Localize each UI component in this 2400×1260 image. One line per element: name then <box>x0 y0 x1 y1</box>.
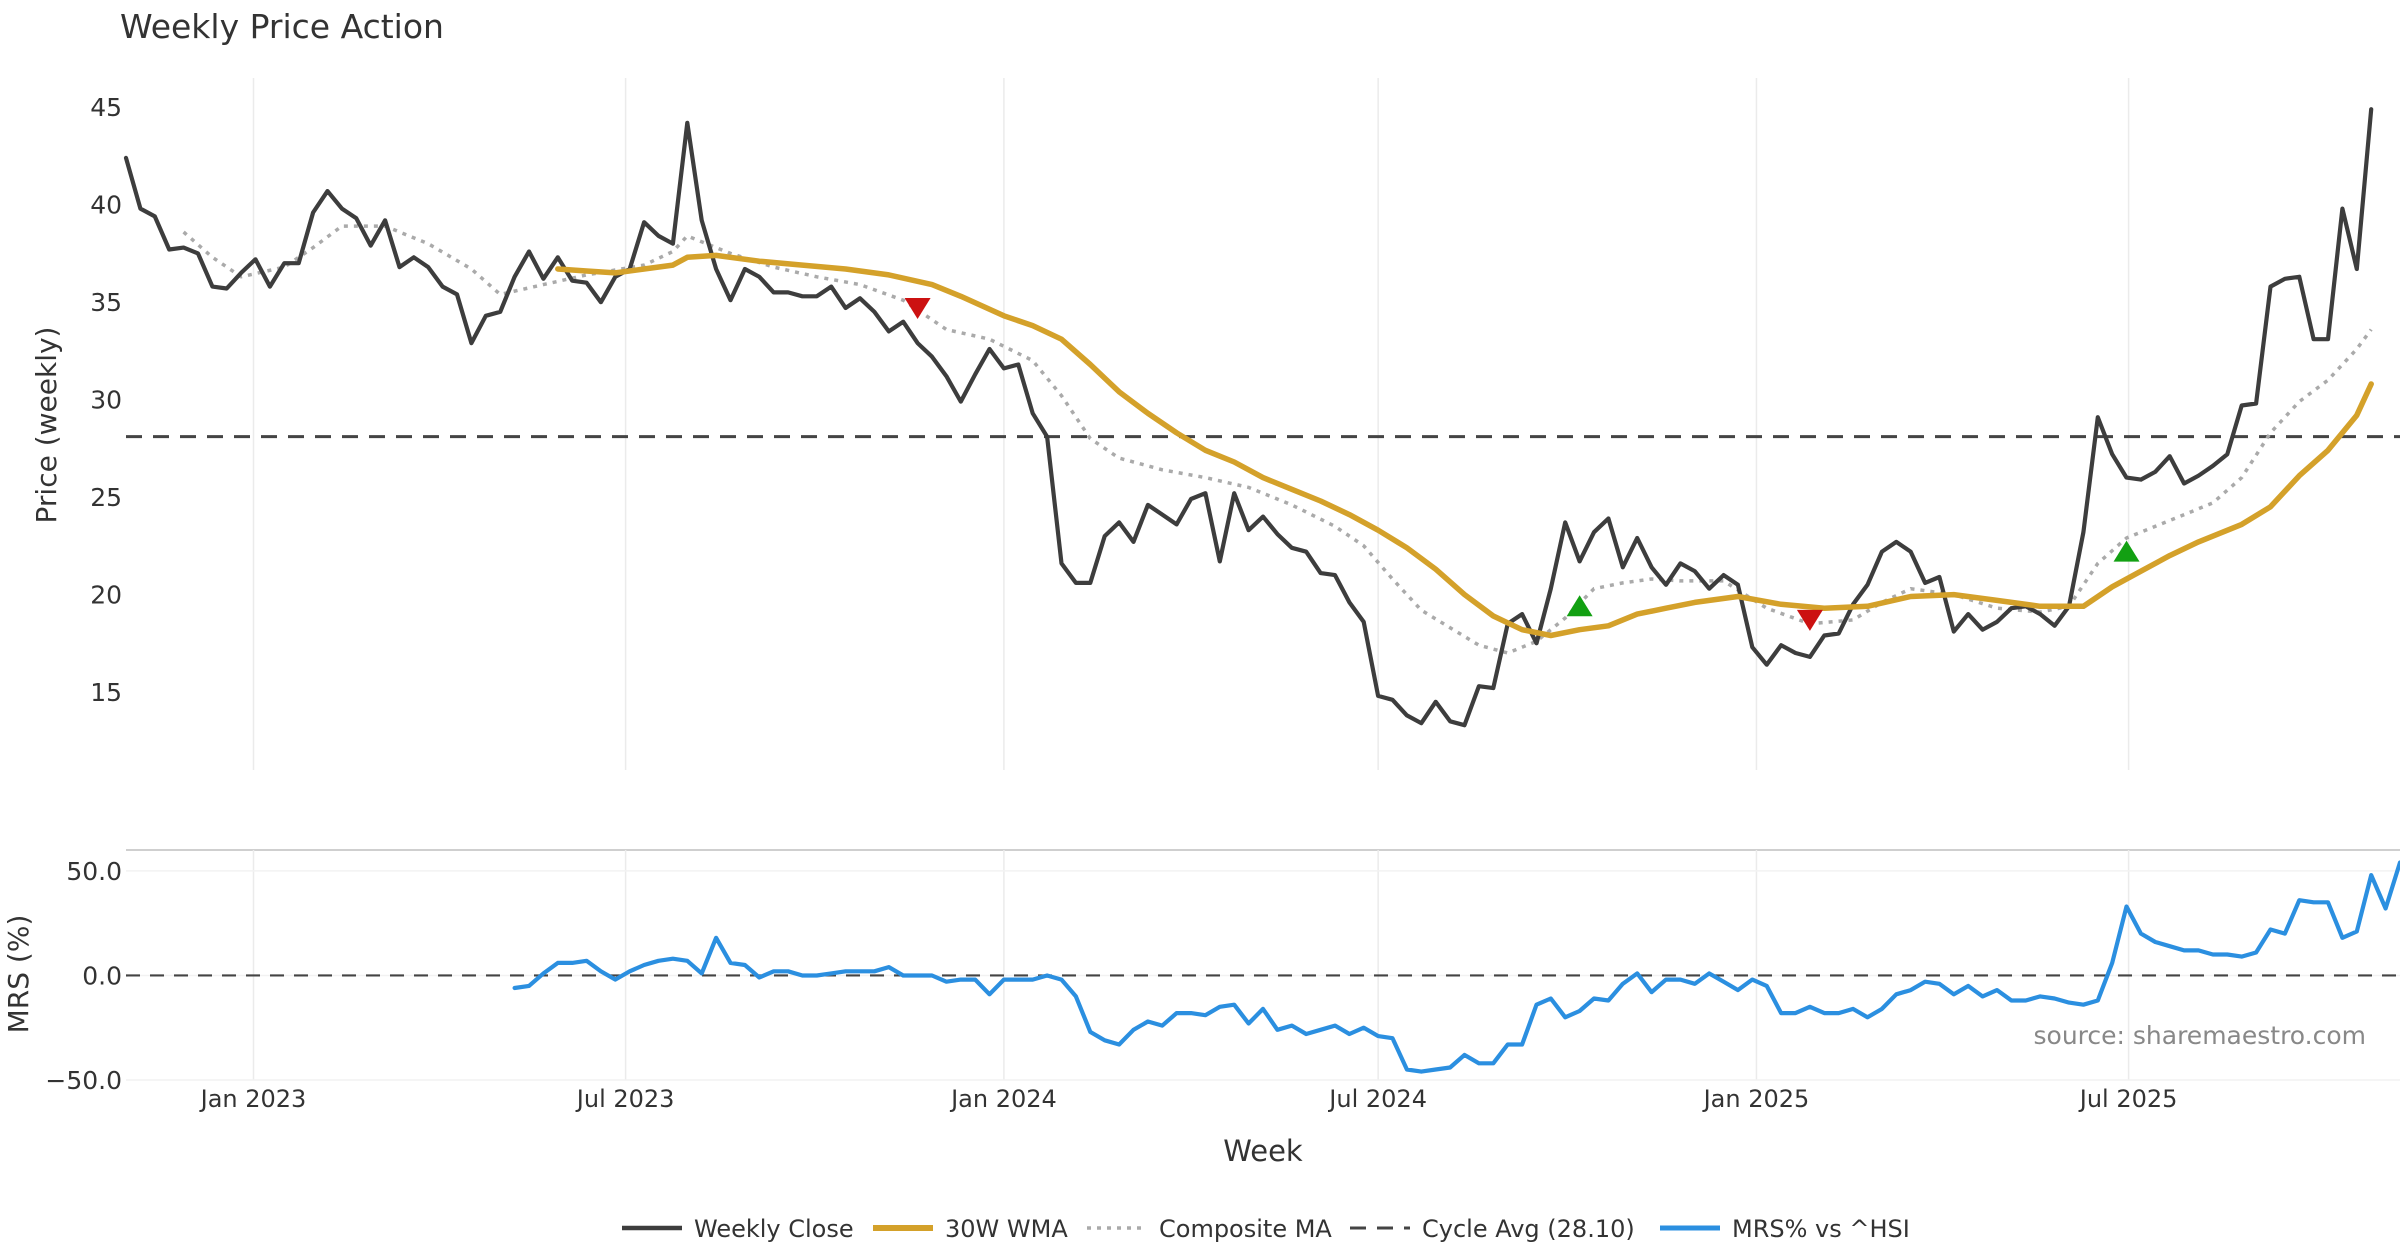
legend-label-composite-ma: Composite MA <box>1159 1215 1332 1243</box>
x-tick-label: Jul 2024 <box>1327 1085 1427 1113</box>
buy-signal-marker <box>2113 540 2140 562</box>
x-axis: Jan 2023 Jul 2023 Jan 2024 Jul 2024 Jan 2025… <box>199 1085 2178 1113</box>
legend: Weekly Close 30W WMA Composite MA Cycle Avg… <box>622 1215 1910 1243</box>
x-tick-label: Jan 2025 <box>1702 1085 1810 1113</box>
price-gridlines <box>252 78 2130 770</box>
legend-label-cycle-avg-28-10: Cycle Avg (28.10) <box>1422 1215 1635 1243</box>
mrs-panel: 50.0 0.0 −50.0 MRS (%) source: sharemaestr… <box>2 850 2400 1095</box>
price-y-tick-label: 35 <box>90 288 122 317</box>
price-y-tick-label: 45 <box>90 93 122 122</box>
series-composite-ma <box>182 224 2373 655</box>
sell-signal-marker <box>1796 609 1823 631</box>
legend-label-30w-wma: 30W WMA <box>945 1215 1068 1243</box>
mrs-y-tick-label: 0.0 <box>82 961 122 990</box>
price-series-lines <box>123 107 2400 728</box>
x-tick-label: Jan 2024 <box>949 1085 1057 1113</box>
mrs-y-tick-label: 50.0 <box>66 857 122 886</box>
price-y-axis-label: Price (weekly) <box>30 327 63 524</box>
price-y-tick-label: 20 <box>90 581 122 610</box>
mrs-y-axis: 50.0 0.0 −50.0 <box>45 857 122 1095</box>
signal-markers <box>904 298 2140 631</box>
price-y-axis: 15 20 25 30 35 40 45 <box>90 93 122 707</box>
price-y-tick-label: 15 <box>90 678 122 707</box>
x-tick-label: Jan 2023 <box>199 1085 307 1113</box>
x-tick-label: Jul 2025 <box>2078 1085 2178 1113</box>
price-y-tick-label: 40 <box>90 191 122 220</box>
series-mrs-vs-hsi <box>512 860 2400 1074</box>
source-note: source: sharemaestro.com <box>2034 1021 2367 1050</box>
chart-title: Weekly Price Action <box>120 7 444 46</box>
series-weekly-close <box>123 107 2374 728</box>
sell-signal-marker <box>904 298 931 320</box>
price-y-tick-label: 25 <box>90 483 122 512</box>
mrs-series-lines <box>126 860 2400 1074</box>
price-y-tick-label: 30 <box>90 386 122 415</box>
legend-label-weekly-close: Weekly Close <box>694 1215 854 1243</box>
legend-label-mrs-vs-hsi: MRS% vs ^HSI <box>1732 1215 1910 1243</box>
buy-signal-marker <box>1566 595 1593 617</box>
price-panel: 15 20 25 30 35 40 45 Price (weekly) <box>30 78 2400 770</box>
x-tick-label: Jul 2023 <box>575 1085 675 1113</box>
mrs-y-tick-label: −50.0 <box>45 1066 122 1095</box>
x-axis-label: Week <box>1223 1134 1303 1168</box>
mrs-y-axis-label: MRS (%) <box>2 915 35 1034</box>
series-30w-wma <box>555 252 2374 639</box>
